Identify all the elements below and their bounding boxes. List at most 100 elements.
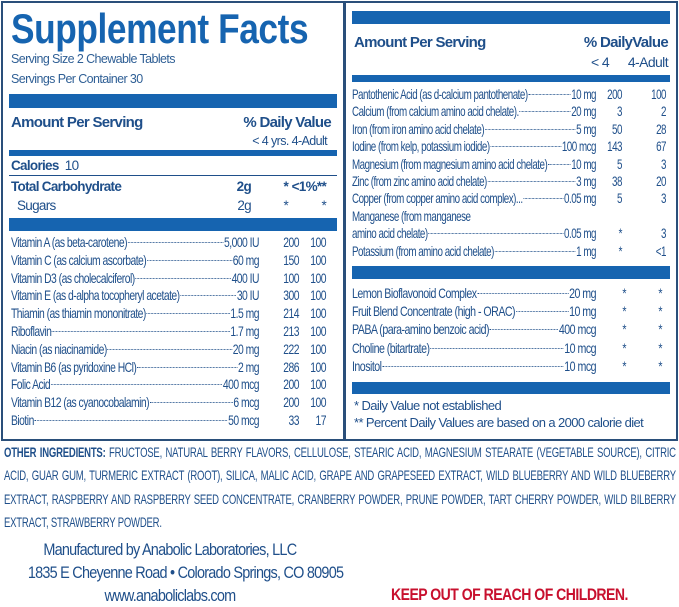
calories-row: Calories 10 — [11, 158, 79, 174]
daily-value-4-adult: 28 — [656, 120, 666, 137]
daily-value-under-4: * — [283, 198, 288, 213]
daily-value-under-4: * — [622, 285, 626, 301]
nutrient-name: Folic Acid — [11, 376, 51, 393]
daily-value-4-adult: 100 — [651, 86, 666, 102]
daily-value-4-adult: 3 — [661, 225, 666, 242]
daily-value-under-4: * — [622, 339, 626, 356]
footnote-dv-not-established: * Daily Value not established — [354, 398, 502, 413]
daily-value-4-adult: * — [658, 321, 662, 338]
daily-value-4-adult: 100 — [310, 376, 326, 393]
daily-value-under-4: 222 — [283, 340, 299, 357]
nutrient-name: Total Carbohydrate — [11, 179, 122, 194]
nutrient-name: Riboflavin — [11, 323, 52, 339]
daily-value-4-adult: 3 — [661, 190, 666, 207]
daily-value-4-adult: 100 — [310, 340, 326, 357]
dot-leader — [180, 295, 237, 297]
divider-bar — [352, 11, 670, 24]
daily-value-4-adult: 100 — [310, 358, 326, 375]
nutrient-row: Calcium (from calcium amino acid chelate… — [352, 103, 666, 120]
nutrient-row: Lemon Bioflavonoid Complex 20 mg * * — [352, 284, 662, 302]
nutrient-amount: 2g — [237, 198, 251, 213]
dot-leader — [50, 384, 223, 386]
warning-text: KEEP OUT OF REACH OF CHILDREN. — [391, 586, 628, 604]
daily-value-4-adult: <1%** — [291, 179, 327, 194]
nutrient-name: Vitamin D3 (as cholecalciferol) — [11, 269, 135, 286]
daily-value-under-4: 143 — [607, 138, 622, 155]
supplement-facts-right-panel: Amount Per Serving % DailyValue < 4 4-Ad… — [344, 1, 678, 441]
daily-value-header: % DailyValue — [583, 34, 669, 51]
nutrient-row: Copper (from copper amino acid complex).… — [352, 190, 666, 207]
daily-value-4-adult: * — [658, 285, 662, 301]
daily-value-4-adult: 100 — [310, 323, 326, 339]
daily-value-under-4: 5 — [617, 190, 622, 207]
nutrient-row: Riboflavin 1.7 mg 213 100 — [11, 323, 327, 340]
daily-value-4-adult: 67 — [656, 138, 666, 155]
servings-per-container: Servings Per Container 30 — [11, 72, 143, 86]
nutrient-row: Sugars 2g * * — [17, 198, 327, 214]
daily-value-4-adult: 100 — [310, 287, 326, 304]
nutrient-name: Potassium (from amino acid chelate) — [352, 242, 494, 259]
nutrient-name: Lemon Bioflavonoid Complex — [352, 285, 477, 301]
daily-value-4-adult: 100 — [310, 251, 326, 268]
dot-leader — [107, 348, 233, 350]
nutrient-row: Fruit Blend Concentrate (high - ORAC) 10 … — [352, 302, 662, 320]
daily-value-under-4: 3 — [617, 103, 622, 120]
other-ingredients-text: FRUCTOSE, NATURAL BERRY FLAVORS, CELLULO… — [4, 444, 676, 530]
nutrient-row: Choline (bitartrate) 10 mcg * * — [352, 339, 662, 357]
dot-leader — [146, 259, 233, 261]
nutrient-name: amino acid chelate) — [352, 225, 428, 242]
daily-value-under-4: * — [618, 225, 623, 242]
nutrient-row: Pantothenic Acid (as d-calcium pantothen… — [352, 86, 666, 103]
nutrient-name: Manganese (from manganese — [352, 207, 471, 224]
dot-leader — [34, 420, 228, 421]
dot-leader — [490, 146, 562, 148]
nutrient-amount: 10 mg — [569, 303, 596, 320]
nutrient-row: Thiamin (as thiamin mononitrate) 1.5 mg 21… — [11, 305, 327, 322]
nutrient-amount: 1 mg — [576, 242, 596, 259]
daily-value-4-adult: * — [658, 339, 662, 356]
nutrient-row: Manganese (from manganese — [352, 208, 596, 225]
daily-value-under-4: 200 — [607, 86, 622, 102]
daily-value-under-4: * — [618, 242, 623, 259]
divider-bar — [9, 150, 337, 156]
nutrient-row: Folic Acid 400 mcg 200 100 — [11, 376, 327, 393]
daily-value-under-4: 50 — [612, 120, 622, 137]
nutrient-row: Zinc (from zinc amino acid chelate) 3 mg 3… — [352, 173, 666, 190]
nutrient-amount: 0.05 mg — [564, 190, 596, 207]
calories-value: 10 — [64, 158, 79, 173]
nutrient-amount: 1.7 mg — [230, 323, 259, 339]
nutrient-name: Vitamin B6 (as pyridoxine HCl) — [11, 358, 137, 375]
nutrient-name: PABA (para-amino benzoic acid) — [352, 321, 490, 338]
daily-value-4-adult: 100 — [310, 234, 326, 250]
daily-value-under-4: * — [622, 357, 626, 374]
nutrient-name: Choline (bitartrate) — [352, 339, 430, 356]
nutrient-name: Vitamin E (as d-alpha tocopheryl acetate… — [11, 287, 180, 304]
nutrient-row: Niacin (as niacinamide) 20 mg 222 100 — [11, 340, 327, 358]
dot-leader — [135, 277, 231, 279]
page-title: Supplement Facts — [11, 5, 309, 52]
nutrient-amount: 50 mcg — [228, 412, 259, 428]
nutrient-row: Biotin 50 mcg 33 17 — [11, 412, 327, 429]
manufacturer: Manufactured by Anabolic Laboratories, L… — [43, 540, 297, 559]
footnote-calorie-diet: ** Percent Daily Values are based on a 2… — [354, 415, 644, 430]
daily-value-under-4: 300 — [283, 287, 299, 304]
nutrient-name: Niacin (as niacinamide) — [11, 340, 107, 357]
other-ingredients-label: OTHER INGREDIENTS: — [4, 444, 106, 460]
nutrient-row: Inositol 10 mcg * * — [352, 357, 662, 375]
daily-value-4-adult: 4-Adult — [627, 54, 669, 70]
serving-size: Serving Size 2 Chewable Tablets — [11, 52, 176, 66]
nutrient-row: Vitamin B6 (as pyridoxine HCl) 2 mg 286 100 — [11, 358, 327, 376]
nutrient-row: Total Carbohydrate 2g * <1%** — [11, 179, 327, 195]
nutrient-amount: 100 mcg — [561, 138, 597, 155]
nutrient-amount: 10 mg — [571, 86, 596, 102]
dot-leader — [428, 233, 564, 235]
dot-leader — [52, 331, 230, 332]
dot-leader — [528, 94, 571, 95]
daily-value-under-4: 33 — [288, 412, 299, 428]
daily-value-4-adult: 17 — [315, 412, 326, 428]
dot-leader — [149, 402, 233, 404]
nutrient-name: Sugars — [17, 198, 56, 213]
nutrient-amount: 10 mcg — [564, 357, 596, 374]
daily-value-under-4: * — [622, 321, 626, 338]
dot-leader — [547, 163, 571, 165]
